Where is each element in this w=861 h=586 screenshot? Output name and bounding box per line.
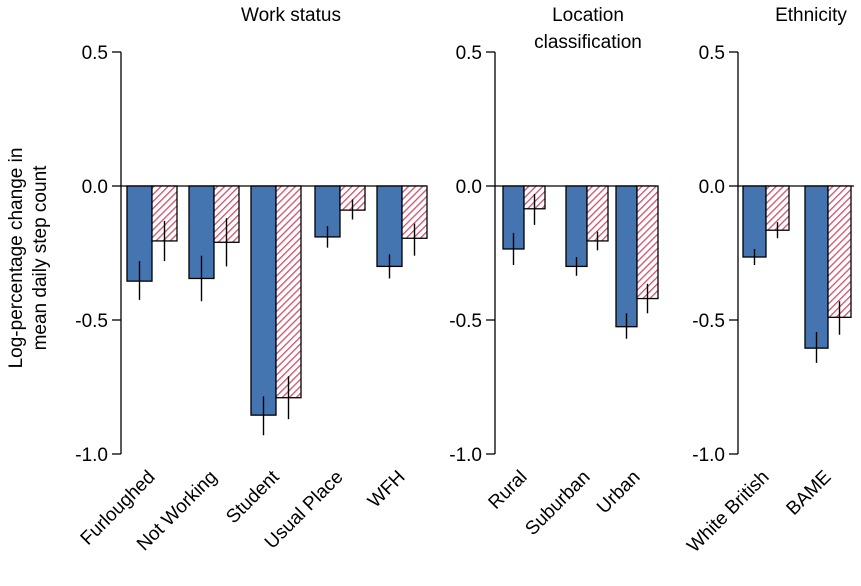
x-tick-label: Urban: [593, 467, 644, 518]
bar-series-2: [275, 185, 302, 399]
y-tick-label: 0.0: [699, 177, 725, 198]
y-tick-label: -1.0: [449, 445, 482, 466]
y-tick-label: -1.0: [75, 445, 108, 466]
y-tick-label: 0.5: [456, 43, 482, 64]
bar-series-2: [827, 185, 852, 318]
y-tick-label: -1.0: [692, 445, 725, 466]
bar-series-1: [804, 185, 829, 349]
x-tick-label: Student: [222, 466, 284, 528]
y-axis-title-line: Log-percentage change in: [6, 148, 27, 369]
y-tick-label: -0.5: [449, 311, 482, 332]
bar-series-1: [742, 185, 767, 258]
bar-series-1: [376, 185, 403, 268]
panel-title: Work status: [241, 5, 341, 26]
y-tick-label: 0.0: [82, 177, 108, 198]
y-tick-label: -0.5: [75, 311, 108, 332]
y-tick-label: 0.0: [456, 177, 482, 198]
panel-title: Location: [552, 5, 624, 26]
x-tick-label: Rural: [485, 467, 532, 514]
y-axis-title-line: mean daily step count: [30, 165, 51, 351]
bar-series-1: [565, 185, 588, 268]
bar-series-1: [615, 185, 638, 328]
bar-series-2: [636, 185, 659, 300]
x-tick-label: BAME: [783, 467, 836, 520]
y-tick-label: 0.5: [82, 43, 108, 64]
bar-series-1: [250, 185, 277, 416]
panel: Location classification 0.5 0.0 -0.5 -1.0Rura…: [449, 5, 659, 540]
x-tick-label: WFH: [364, 467, 409, 512]
panel-title: classification: [534, 32, 642, 53]
x-tick-label: White British: [683, 467, 773, 557]
panel-title: Ethnicity: [775, 5, 847, 26]
x-tick-label: Suburban: [521, 467, 594, 540]
y-axis-title: Log-percentage change in mean daily step …: [6, 148, 51, 369]
y-tick-label: 0.5: [699, 43, 725, 64]
y-tick-label: -0.5: [692, 311, 725, 332]
